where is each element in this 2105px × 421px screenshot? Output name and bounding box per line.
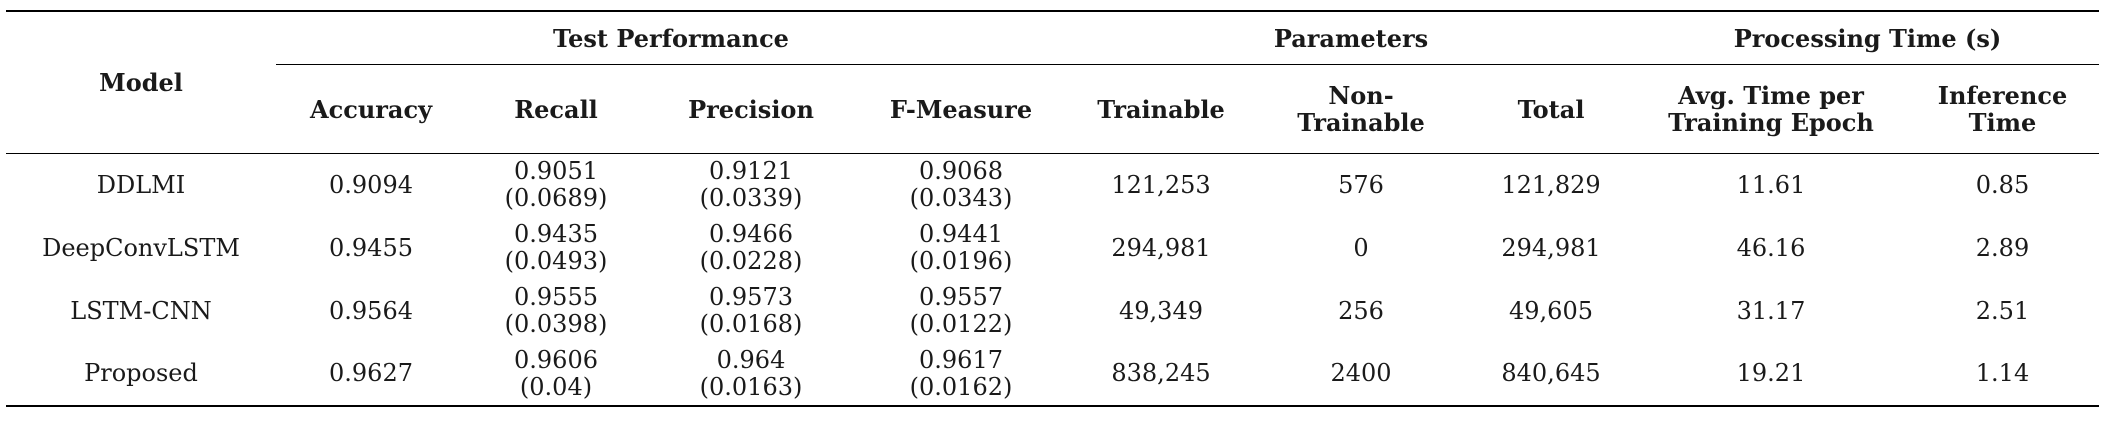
results-table: Model Test Performance Parameters Proces…	[6, 10, 2099, 407]
model-cell: LSTM-CNN	[70, 296, 212, 325]
table-body: DDLMI 0.9094 0.9051 (0.0689) 0.9121 (0.033…	[6, 154, 2099, 407]
accuracy-column-header: Accuracy	[276, 64, 466, 154]
avg-time-column-header: Avg. Time per Training Epoch	[1636, 64, 1906, 154]
trainable-cell: 49,349	[1119, 296, 1203, 325]
precision-cell: 0.9573 (0.0168)	[646, 280, 856, 343]
f-measure-column-header: F-Measure	[856, 64, 1066, 154]
avg-time-cell: 19.21	[1636, 342, 1906, 407]
inference-time-cell: 1.14	[1906, 342, 2099, 407]
precision-sd: (0.0168)	[699, 310, 803, 338]
recall-cell: 0.9606 (0.04)	[466, 342, 646, 407]
inference-header-line2: Time	[1968, 108, 2037, 137]
non-trainable-cell: 2400	[1256, 342, 1466, 407]
non-trainable-cell: 576	[1338, 170, 1384, 199]
trainable-cell: 121,253	[1111, 170, 1211, 199]
f-measure-sd: (0.0196)	[909, 247, 1013, 275]
f-measure-value: 0.9441	[919, 220, 1003, 248]
non-trainable-header-line1: Non-	[1328, 81, 1394, 110]
f-measure-cell: 0.9441 (0.0196)	[856, 217, 1066, 280]
trainable-cell: 294,981	[1111, 233, 1211, 262]
avg-time-cell: 11.61	[1736, 170, 1806, 199]
non-trainable-column-header: Non- Trainable	[1256, 64, 1466, 154]
trainable-cell: 838,245	[1066, 342, 1256, 407]
table-row: Proposed 0.9627 0.9606 (0.04) 0.964 (0.016…	[6, 342, 2099, 407]
inference-time-cell: 2.89	[1975, 233, 2030, 262]
header-row-columns: Accuracy Recall Precision F-Measure Trai…	[6, 64, 2099, 154]
non-trainable-cell: 0	[1353, 233, 1369, 262]
non-trainable-header-line2: Trainable	[1297, 108, 1425, 137]
avg-time-cell: 31.17	[1736, 296, 1806, 325]
processing-time-group-header: Processing Time (s)	[1636, 10, 2099, 65]
inference-time-cell: 0.85	[1975, 170, 2030, 199]
precision-sd: (0.0339)	[699, 184, 803, 213]
parameters-group-header: Parameters	[1066, 10, 1636, 65]
test-performance-group-header: Test Performance	[276, 10, 1066, 65]
avg-time-cell: 46.16	[1736, 233, 1806, 262]
avg-time-header-line2: Training Epoch	[1668, 108, 1874, 137]
model-column-header: Model	[6, 10, 276, 154]
precision-value: 0.9573	[709, 283, 793, 311]
f-measure-sd: (0.0343)	[909, 184, 1013, 213]
recall-sd: (0.0493)	[504, 247, 608, 275]
recall-cell: 0.9051 (0.0689)	[466, 154, 646, 217]
model-cell: Proposed	[6, 342, 276, 407]
f-measure-value: 0.9617	[919, 345, 1003, 374]
total-column-header: Total	[1466, 64, 1636, 154]
precision-column-header: Precision	[646, 64, 856, 154]
f-measure-value: 0.9557	[919, 283, 1003, 311]
model-cell: DDLMI	[96, 170, 186, 199]
recall-value: 0.9051	[514, 157, 598, 186]
table-header: Model Test Performance Parameters Proces…	[6, 10, 2099, 154]
f-measure-value: 0.9068	[919, 157, 1003, 186]
recall-sd: (0.0398)	[504, 310, 608, 338]
f-measure-sd: (0.0122)	[909, 310, 1013, 338]
header-row-groups: Model Test Performance Parameters Proces…	[6, 10, 2099, 154]
precision-value: 0.964	[716, 345, 786, 374]
f-measure-cell: 0.9068 (0.0343)	[856, 154, 1066, 217]
model-cell: DeepConvLSTM	[42, 233, 240, 262]
table-row: LSTM-CNN 0.9564 0.9555 (0.0398) 0.9573 (0.…	[6, 280, 2099, 343]
precision-sd: (0.0228)	[699, 247, 803, 275]
recall-sd: (0.0689)	[504, 184, 608, 213]
accuracy-cell: 0.9094	[329, 170, 413, 199]
accuracy-cell: 0.9455	[329, 233, 413, 262]
f-measure-cell: 0.9557 (0.0122)	[856, 280, 1066, 343]
recall-cell: 0.9555 (0.0398)	[466, 280, 646, 343]
inference-time-cell: 2.51	[1975, 296, 2030, 325]
precision-sd: (0.0163)	[699, 372, 803, 401]
inference-time-column-header: Inference Time	[1906, 64, 2099, 154]
table-row: DDLMI 0.9094 0.9051 (0.0689) 0.9121 (0.033…	[6, 154, 2099, 217]
trainable-column-header: Trainable	[1066, 64, 1256, 154]
recall-cell: 0.9435 (0.0493)	[466, 217, 646, 280]
avg-time-header-line1: Avg. Time per	[1678, 81, 1864, 110]
precision-cell: 0.9121 (0.0339)	[646, 154, 856, 217]
recall-value: 0.9555	[514, 283, 598, 311]
non-trainable-cell: 256	[1338, 296, 1384, 325]
total-cell: 840,645	[1466, 342, 1636, 407]
total-cell: 121,829	[1501, 170, 1601, 199]
recall-sd: (0.04)	[519, 372, 593, 401]
precision-cell: 0.9466 (0.0228)	[646, 217, 856, 280]
precision-cell: 0.964 (0.0163)	[646, 342, 856, 407]
recall-value: 0.9606	[514, 345, 598, 374]
accuracy-cell: 0.9564	[329, 296, 413, 325]
recall-value: 0.9435	[514, 220, 598, 248]
inference-header-line1: Inference	[1937, 81, 2068, 110]
total-cell: 294,981	[1501, 233, 1601, 262]
accuracy-cell: 0.9627	[276, 342, 466, 407]
precision-value: 0.9466	[709, 220, 793, 248]
f-measure-cell: 0.9617 (0.0162)	[856, 342, 1066, 407]
recall-column-header: Recall	[466, 64, 646, 154]
table-row: DeepConvLSTM 0.9455 0.9435 (0.0493) 0.946…	[6, 217, 2099, 280]
total-cell: 49,605	[1509, 296, 1593, 325]
f-measure-sd: (0.0162)	[909, 372, 1013, 401]
precision-value: 0.9121	[709, 157, 793, 186]
